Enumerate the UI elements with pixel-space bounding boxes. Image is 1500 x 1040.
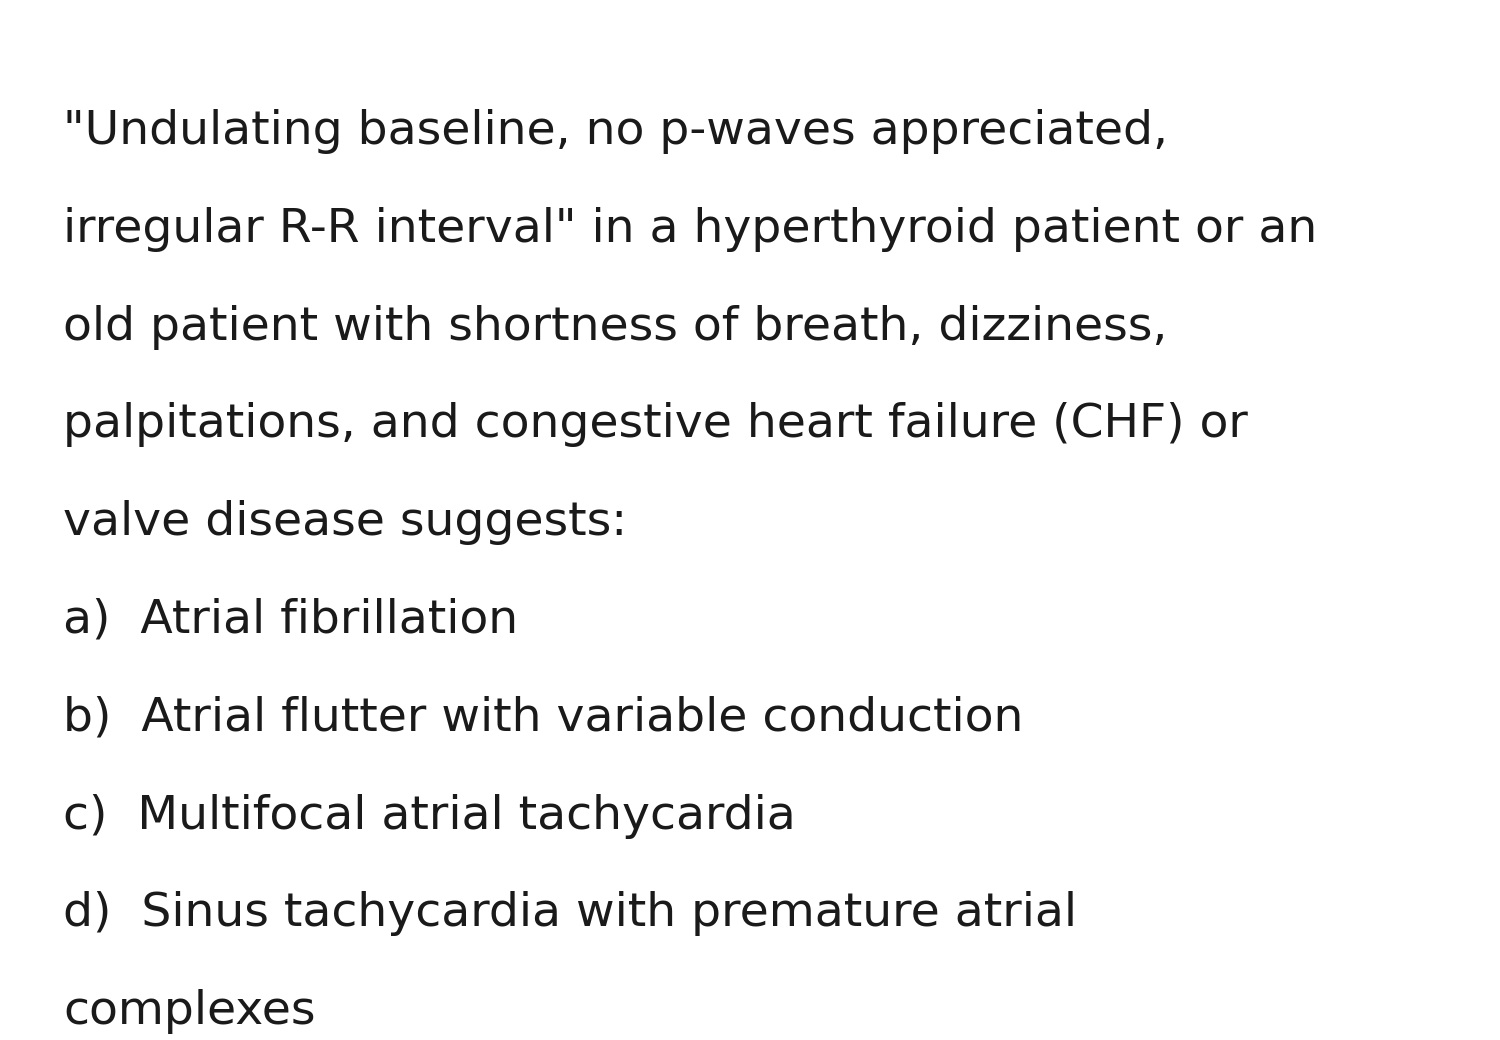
Text: palpitations, and congestive heart failure (CHF) or: palpitations, and congestive heart failu…	[63, 402, 1248, 447]
Text: valve disease suggests:: valve disease suggests:	[63, 500, 627, 545]
Text: a)  Atrial fibrillation: a) Atrial fibrillation	[63, 598, 518, 643]
Text: old patient with shortness of breath, dizziness,: old patient with shortness of breath, di…	[63, 305, 1167, 349]
Text: c)  Multifocal atrial tachycardia: c) Multifocal atrial tachycardia	[63, 794, 795, 838]
Text: complexes: complexes	[63, 989, 315, 1034]
Text: irregular R-R interval" in a hyperthyroid patient or an: irregular R-R interval" in a hyperthyroi…	[63, 207, 1317, 252]
Text: b)  Atrial flutter with variable conduction: b) Atrial flutter with variable conducti…	[63, 696, 1023, 740]
Text: d)  Sinus tachycardia with premature atrial: d) Sinus tachycardia with premature atri…	[63, 891, 1077, 936]
Text: "Undulating baseline, no p-waves appreciated,: "Undulating baseline, no p-waves appreci…	[63, 109, 1168, 154]
